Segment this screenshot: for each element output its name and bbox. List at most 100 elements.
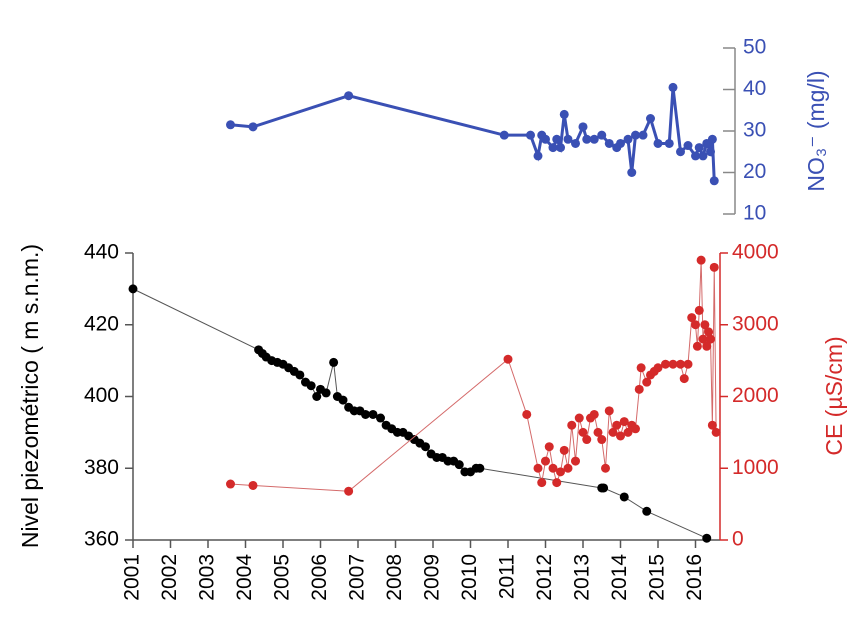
x-tick-label: 2005 bbox=[271, 554, 294, 601]
data-point bbox=[642, 377, 652, 387]
data-point bbox=[608, 427, 618, 437]
data-point bbox=[321, 388, 331, 398]
data-point bbox=[567, 420, 577, 430]
data-point bbox=[589, 409, 599, 419]
data-point bbox=[552, 134, 562, 144]
data-point bbox=[604, 406, 614, 416]
data-point bbox=[306, 381, 316, 391]
data-point bbox=[706, 334, 715, 344]
data-point bbox=[636, 363, 646, 373]
data-point bbox=[522, 409, 532, 419]
y2-axis-title: CE (µS/cm) bbox=[821, 336, 847, 455]
data-point bbox=[698, 151, 708, 161]
data-point bbox=[601, 463, 610, 473]
y-axis-title: Nivel piezométrico ( m s.n.m.) bbox=[17, 244, 43, 548]
data-point bbox=[593, 427, 603, 437]
data-point bbox=[676, 147, 685, 157]
x-tick-label: 2007 bbox=[346, 554, 369, 601]
y-tick-label: 400 bbox=[84, 384, 119, 407]
data-point bbox=[368, 409, 378, 419]
data-point bbox=[676, 359, 685, 369]
data-point bbox=[623, 134, 633, 144]
data-point bbox=[698, 334, 708, 344]
data-point bbox=[582, 134, 592, 144]
data-point bbox=[702, 533, 712, 543]
y2-tick-label: 4000 bbox=[732, 241, 779, 264]
data-point bbox=[642, 506, 652, 516]
data-point bbox=[661, 359, 670, 369]
data-point bbox=[597, 130, 607, 140]
data-point bbox=[503, 354, 513, 364]
series-line bbox=[132, 288, 707, 539]
data-point bbox=[563, 463, 573, 473]
data-point bbox=[653, 363, 663, 373]
y-tick-label: 380 bbox=[84, 456, 119, 479]
data-point bbox=[668, 359, 678, 369]
y-tick-label: 10 bbox=[743, 202, 766, 225]
data-point bbox=[475, 463, 485, 473]
data-point bbox=[646, 114, 655, 124]
data-point bbox=[653, 138, 663, 148]
data-point bbox=[704, 327, 714, 337]
data-point bbox=[582, 435, 592, 445]
data-point bbox=[619, 492, 629, 502]
x-tick-label: 2004 bbox=[233, 554, 256, 601]
data-point bbox=[571, 456, 580, 466]
data-point bbox=[571, 138, 580, 148]
x-tick-label: 2003 bbox=[196, 554, 219, 601]
data-point bbox=[692, 341, 702, 351]
data-point bbox=[668, 82, 678, 92]
data-point bbox=[707, 134, 717, 144]
data-point bbox=[248, 122, 258, 132]
data-point bbox=[556, 143, 565, 153]
y2-tick-label: 3000 bbox=[732, 312, 779, 335]
data-point bbox=[329, 357, 339, 367]
data-point bbox=[623, 427, 633, 437]
data-point bbox=[619, 417, 629, 427]
data-point bbox=[631, 424, 640, 434]
data-point bbox=[631, 130, 640, 140]
data-point bbox=[664, 138, 674, 148]
y2-tick-label: 0 bbox=[732, 528, 744, 551]
y-tick-label: 50 bbox=[743, 36, 766, 59]
y-tick-label: 30 bbox=[743, 119, 766, 142]
data-point bbox=[711, 427, 721, 437]
data-point bbox=[559, 445, 569, 455]
data-point bbox=[604, 138, 614, 148]
data-point bbox=[541, 456, 550, 466]
y-tick-label: 360 bbox=[84, 528, 119, 551]
x-tick-label: 2015 bbox=[646, 554, 669, 601]
data-point bbox=[559, 109, 569, 119]
data-point bbox=[312, 392, 322, 401]
data-point bbox=[683, 359, 693, 369]
data-point bbox=[248, 480, 258, 490]
y-tick-label: 20 bbox=[743, 160, 766, 183]
data-point bbox=[634, 384, 644, 394]
y-tick-label: 440 bbox=[84, 241, 119, 264]
data-point bbox=[709, 176, 719, 186]
data-point bbox=[691, 320, 700, 330]
data-point bbox=[552, 478, 562, 488]
data-point bbox=[706, 147, 715, 157]
data-point bbox=[376, 413, 385, 423]
data-point bbox=[344, 486, 354, 496]
data-point bbox=[128, 284, 138, 294]
data-point bbox=[578, 122, 588, 132]
data-point bbox=[544, 442, 554, 452]
data-point bbox=[696, 255, 706, 265]
data-point bbox=[694, 305, 704, 315]
x-tick-label: 2014 bbox=[608, 554, 631, 601]
data-point bbox=[683, 141, 693, 151]
data-point bbox=[616, 431, 625, 441]
data-point bbox=[548, 463, 558, 473]
data-point bbox=[694, 143, 704, 153]
data-point bbox=[361, 409, 370, 419]
data-point bbox=[707, 420, 717, 430]
data-point bbox=[616, 138, 625, 148]
y-axis-title: NO₃⁻ (mg/l) bbox=[803, 70, 829, 191]
y2-tick-label: 2000 bbox=[732, 384, 779, 407]
data-point bbox=[533, 151, 543, 161]
data-point bbox=[578, 427, 588, 437]
data-point bbox=[599, 483, 609, 493]
